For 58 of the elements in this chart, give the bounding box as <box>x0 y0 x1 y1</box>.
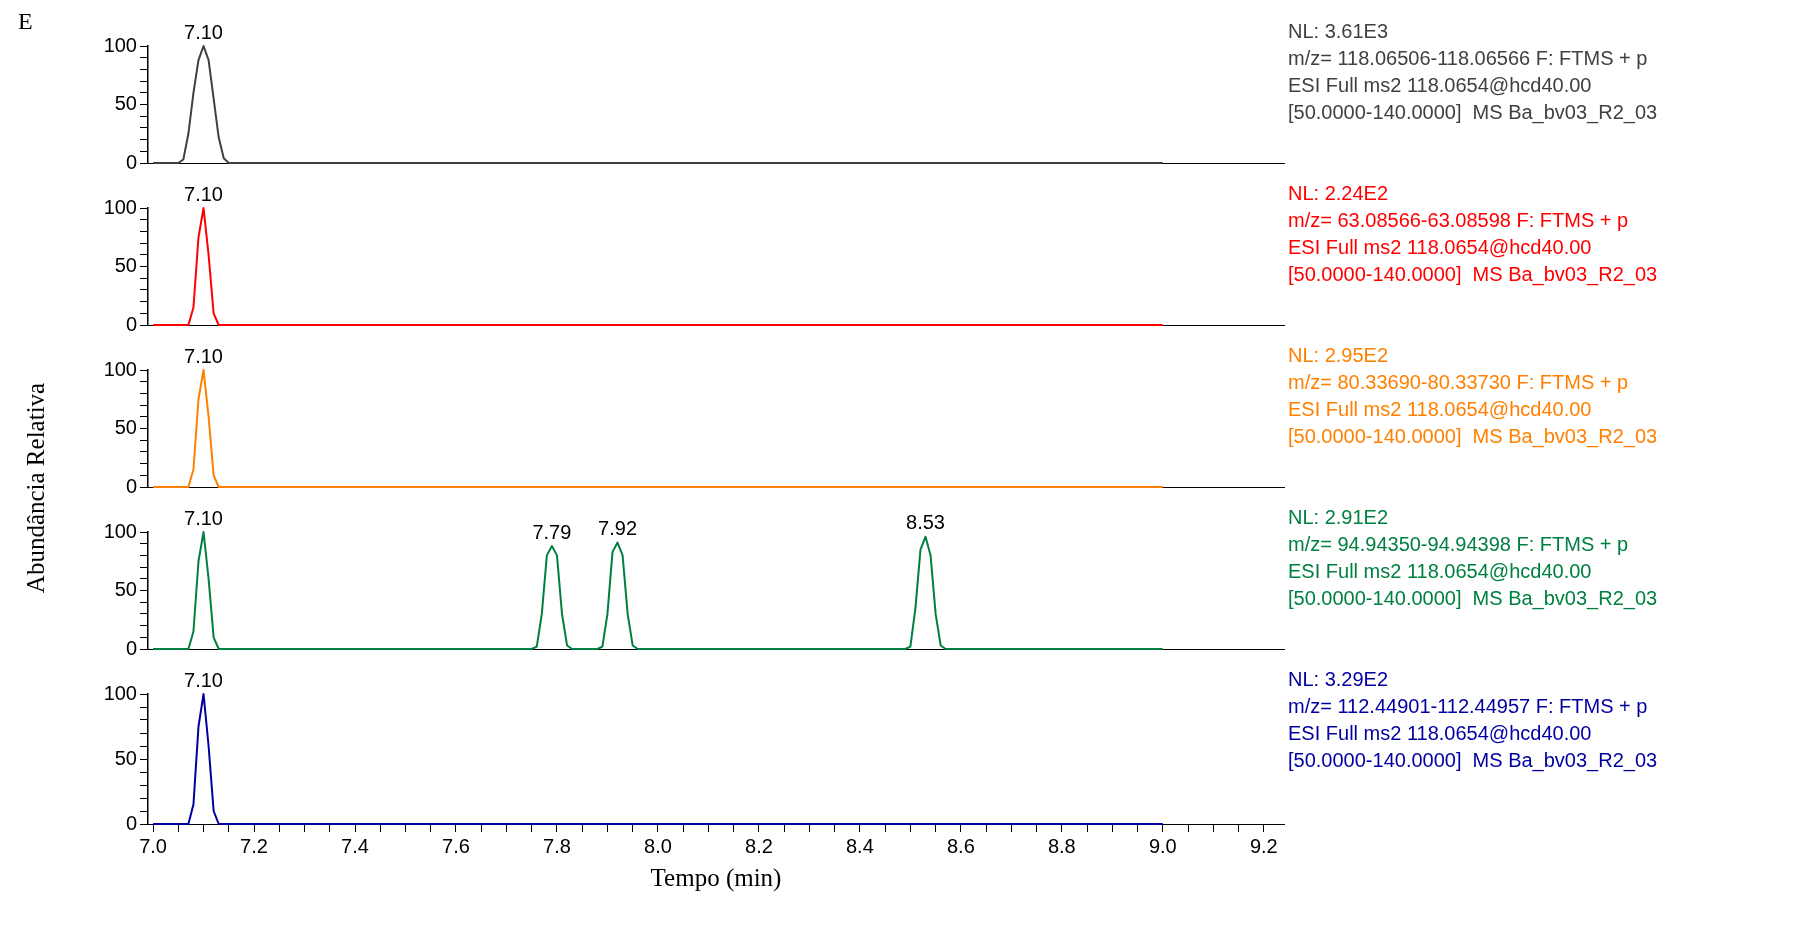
x-tick-label: 8.2 <box>745 834 773 857</box>
x-axis-title: Tempo (min) <box>650 863 782 892</box>
text: m/z= 94.94350-94.94398 F: FTMS + p <box>1288 532 1630 557</box>
text: m/z= 118.06506-118.06566 F: FTMS + p <box>1288 46 1649 71</box>
x-tick-label: 8.6 <box>946 834 975 857</box>
y-tick-label: 50 <box>114 92 137 115</box>
annotation: 7.10 <box>184 668 224 691</box>
y-tick-label: 100 <box>103 357 137 380</box>
text: m/z= 63.08566-63.08598 F: FTMS + p <box>1288 208 1630 233</box>
y-tick-label: 0 <box>125 636 137 659</box>
text: NL: 2.95E2 <box>1288 343 1390 368</box>
x-tick-label: 8.0 <box>644 834 672 857</box>
y-axis-title: Abundância Relativa <box>22 382 50 594</box>
annotation: 7.10 <box>184 506 224 529</box>
text: [50.0000-140.0000] MS Ba_bv03_R2_03 <box>1288 424 1658 450</box>
annotation: 7.10 <box>184 20 224 43</box>
text: NL: 2.91E2 <box>1288 505 1390 530</box>
annotation: 7.92 <box>598 517 638 540</box>
y-tick-label: 100 <box>103 519 137 542</box>
y-tick-label: 0 <box>125 811 137 834</box>
x-tick-label: 9.2 <box>1249 834 1278 857</box>
text: NL: 2.24E2 <box>1288 181 1390 206</box>
y-tick-label: 100 <box>103 195 137 218</box>
x-tick-label: 7.0 <box>139 834 167 857</box>
text: ESI Full ms2 118.0654@hcd40.00 <box>1288 73 1593 98</box>
y-tick-label: 0 <box>125 150 137 173</box>
chart-title: E <box>18 8 33 35</box>
annotation: 7.79 <box>532 520 572 543</box>
y-tick-label: 100 <box>103 33 137 56</box>
annotation: 7.10 <box>184 344 224 367</box>
y-tick-label: 0 <box>125 474 137 497</box>
y-tick-label: 100 <box>103 681 137 704</box>
y-tick-label: 50 <box>114 746 137 769</box>
y-tick-label: 50 <box>114 578 137 601</box>
x-tick-label: 8.4 <box>845 834 874 857</box>
annotation: 8.53 <box>906 511 945 534</box>
text: ESI Full ms2 118.0654@hcd40.00 <box>1288 235 1593 260</box>
text: NL: 3.29E2 <box>1288 667 1390 692</box>
text: ESI Full ms2 118.0654@hcd40.00 <box>1288 721 1593 746</box>
text: m/z= 80.33690-80.33730 F: FTMS + p <box>1288 370 1630 395</box>
text: ESI Full ms2 118.0654@hcd40.00 <box>1288 559 1593 584</box>
text: [50.0000-140.0000] MS Ba_bv03_R2_03 <box>1288 100 1658 126</box>
text: m/z= 112.44901-112.44957 F: FTMS + p <box>1288 694 1649 719</box>
text: [50.0000-140.0000] MS Ba_bv03_R2_03 <box>1288 586 1658 612</box>
x-tick-label: 7.4 <box>341 834 369 857</box>
y-tick-label: 50 <box>114 416 137 439</box>
text: ESI Full ms2 118.0654@hcd40.00 <box>1288 397 1593 422</box>
annotation: 7.10 <box>184 182 224 205</box>
text: NL: 3.61E3 <box>1288 19 1390 44</box>
x-tick-label: 7.2 <box>240 834 268 857</box>
text: [50.0000-140.0000] MS Ba_bv03_R2_03 <box>1288 262 1658 288</box>
x-tick-label: 7.8 <box>543 834 571 857</box>
x-tick-label: 7.6 <box>442 834 470 857</box>
x-tick-label: 9.0 <box>1148 834 1177 857</box>
text: [50.0000-140.0000] MS Ba_bv03_R2_03 <box>1288 748 1658 774</box>
y-tick-label: 50 <box>114 254 137 277</box>
y-tick-label: 0 <box>125 312 137 335</box>
x-tick-label: 8.8 <box>1047 834 1076 857</box>
